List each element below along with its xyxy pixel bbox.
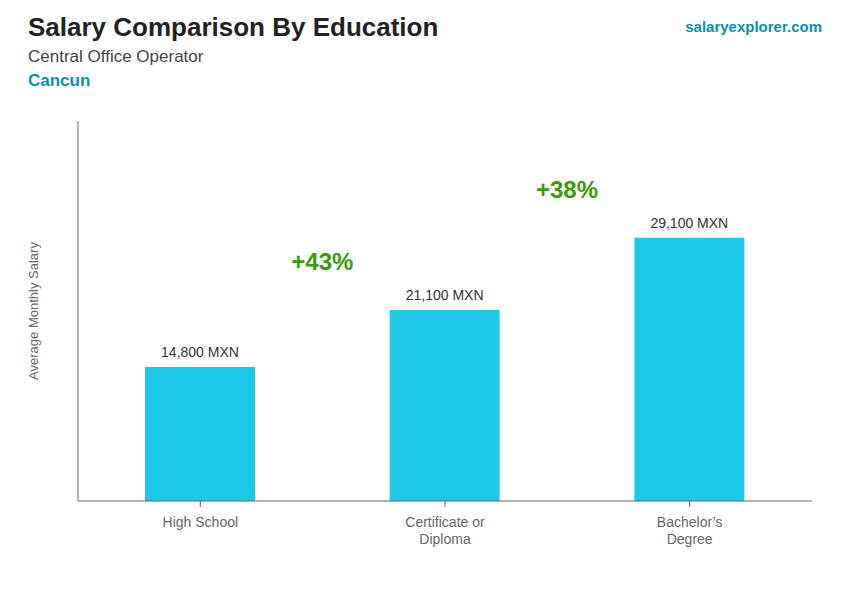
html-text:Salary Comparison By Education: Salary Comparison By Education	[28, 12, 439, 42]
svg-text:Bachelor’sDegree: Bachelor’sDegree	[657, 514, 723, 547]
svg-text:High School: High School	[163, 514, 239, 530]
svg-text:+43%: +43%	[291, 248, 353, 275]
svg-text:Average Monthly Salary: Average Monthly Salary	[26, 242, 41, 380]
svg-text:29,100 MXN: 29,100 MXN	[650, 215, 728, 231]
svg-text:14,800 MXN: 14,800 MXN	[161, 344, 239, 360]
html-text:Central Office Operator: Central Office Operator	[28, 47, 204, 66]
svg-text:+38%: +38%	[536, 176, 598, 203]
html-text:Cancun: Cancun	[28, 71, 91, 90]
svg-text:21,100 MXN: 21,100 MXN	[406, 287, 484, 303]
html-text:salaryexplorer.com: salaryexplorer.com	[685, 18, 822, 35]
svg-text:Certificate orDiploma: Certificate orDiploma	[405, 514, 485, 547]
